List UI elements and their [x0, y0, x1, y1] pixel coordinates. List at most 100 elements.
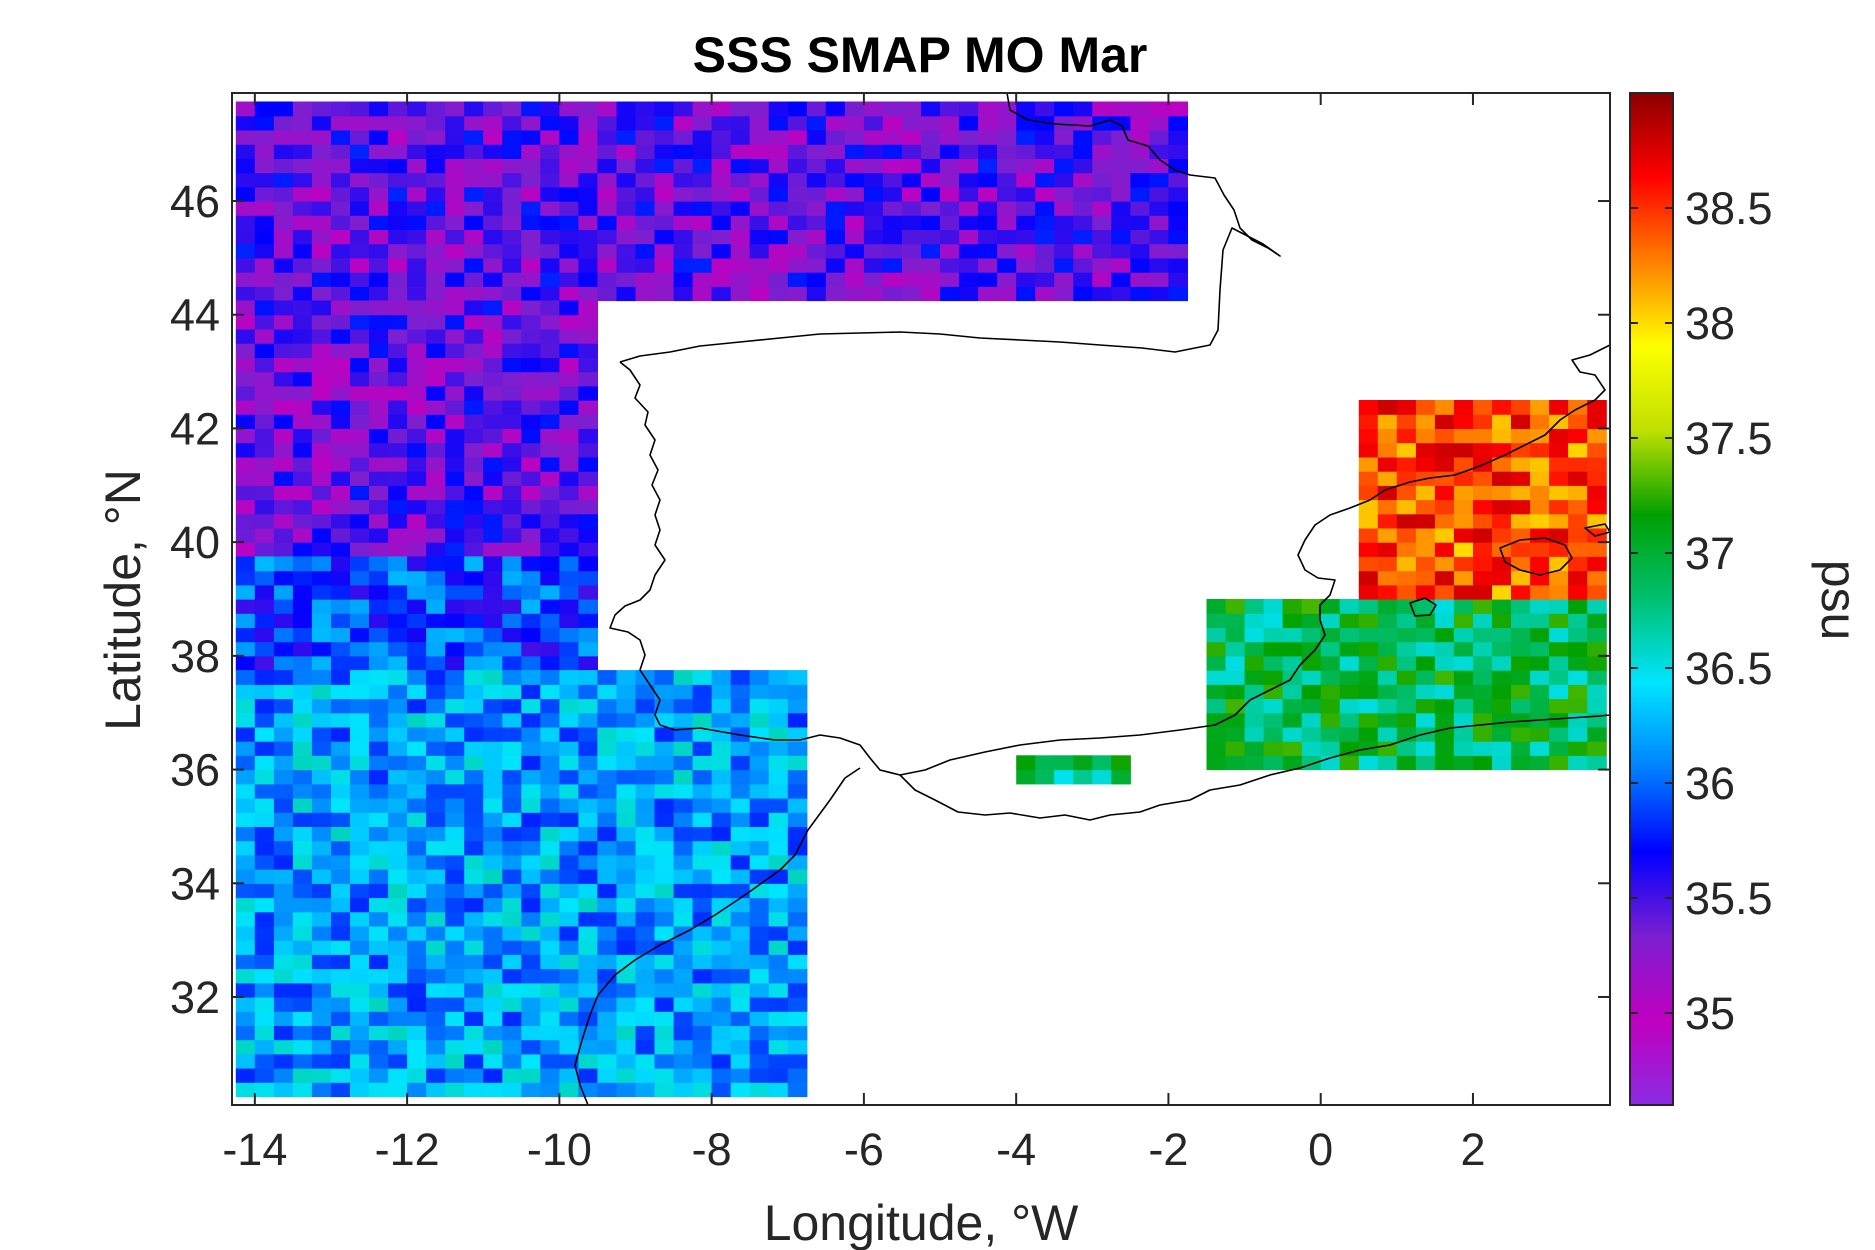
heatmap-cell: [863, 229, 884, 245]
heatmap-cell: [273, 584, 294, 600]
heatmap-cell: [1453, 556, 1474, 572]
heatmap-cell: [1549, 542, 1569, 557]
heatmap-cell: [1320, 613, 1341, 628]
heatmap-cell: [1511, 542, 1531, 557]
heatmap-cell: [350, 513, 370, 529]
heatmap-cell: [768, 684, 789, 700]
heatmap-cell: [559, 741, 579, 756]
heatmap-cell: [578, 613, 598, 628]
heatmap-cell: [407, 314, 427, 330]
heatmap-cell: [559, 599, 579, 614]
heatmap-cell: [388, 627, 408, 643]
heatmap-cell: [502, 726, 522, 742]
heatmap-cell: [1396, 712, 1417, 728]
heatmap-cell: [1073, 115, 1093, 131]
heatmap-cell: [711, 272, 732, 287]
heatmap-cell: [331, 1025, 351, 1041]
heatmap-cell: [502, 499, 522, 515]
heatmap-cell: [445, 613, 465, 628]
heatmap-cell: [521, 527, 541, 543]
heatmap-cell: [730, 812, 751, 827]
heatmap-cell: [1377, 755, 1398, 771]
heatmap-cell: [445, 883, 465, 899]
heatmap-cell: [882, 101, 903, 117]
heatmap-cell: [388, 328, 408, 344]
heatmap-cell: [1434, 513, 1455, 529]
heatmap-cell: [1587, 698, 1607, 714]
heatmap-cell: [1434, 698, 1455, 714]
heatmap-cell: [1092, 257, 1112, 273]
heatmap-cell: [521, 130, 541, 145]
heatmap-cell: [730, 1082, 751, 1098]
heatmap-cell: [483, 286, 503, 302]
heatmap-cell: [806, 130, 827, 145]
heatmap-cell: [768, 1068, 789, 1083]
heatmap-cell: [1492, 584, 1512, 600]
heatmap-cell: [1473, 570, 1493, 586]
heatmap-cell: [331, 400, 351, 415]
heatmap-cell: [1301, 726, 1322, 742]
heatmap-cell: [711, 243, 732, 259]
heatmap-cell: [254, 726, 275, 742]
heatmap-cell: [1453, 542, 1474, 557]
heatmap-cell: [921, 144, 941, 159]
heatmap-cell: [464, 940, 484, 955]
heatmap-cell: [1035, 158, 1055, 174]
heatmap-cell: [388, 400, 408, 415]
heatmap-cell: [1549, 499, 1569, 515]
heatmap-cell: [1016, 115, 1036, 131]
heatmap-cell: [1225, 627, 1246, 643]
heatmap-cell: [502, 442, 522, 458]
heatmap-cell: [331, 698, 351, 714]
heatmap-cell: [1320, 712, 1341, 728]
heatmap-cell: [540, 712, 560, 728]
heatmap-cell: [273, 627, 294, 643]
heatmap-cell: [1054, 769, 1074, 785]
heatmap-cell: [502, 243, 522, 259]
heatmap-cell: [540, 1039, 560, 1055]
heatmap-cell: [254, 755, 275, 771]
heatmap-cell: [1225, 613, 1246, 628]
heatmap-cell: [597, 186, 617, 202]
heatmap-cell: [369, 229, 389, 245]
heatmap-cell: [635, 1011, 656, 1026]
heatmap-cell: [445, 471, 465, 486]
heatmap-cell: [350, 712, 370, 728]
heatmap-cell: [559, 911, 579, 927]
heatmap-cell: [806, 272, 827, 287]
heatmap-cell: [997, 172, 1017, 188]
heatmap-cell: [559, 826, 579, 842]
heatmap-cell: [1168, 201, 1188, 216]
heatmap-cell: [559, 101, 579, 117]
heatmap-cell: [388, 556, 408, 572]
heatmap-cell: [654, 172, 675, 188]
heatmap-cell: [1549, 613, 1569, 628]
heatmap-cell: [388, 997, 408, 1012]
heatmap-cell: [311, 115, 332, 131]
heatmap-cell: [235, 400, 256, 415]
heatmap-cell: [464, 968, 484, 984]
heatmap-cell: [331, 556, 351, 572]
heatmap-cell: [921, 243, 941, 259]
heatmap-cell: [825, 257, 846, 273]
heatmap-cell: [1492, 712, 1512, 728]
heatmap-cell: [1092, 172, 1112, 188]
heatmap-cell: [1016, 186, 1036, 202]
heatmap-cell: [730, 229, 751, 245]
heatmap-cell: [711, 755, 732, 771]
heatmap-cell: [464, 186, 484, 202]
heatmap-cell: [311, 314, 332, 330]
heatmap-cell: [768, 158, 789, 174]
heatmap-cell: [273, 968, 294, 984]
heatmap-cell: [521, 982, 541, 998]
heatmap-cell: [350, 812, 370, 827]
heatmap-cell: [445, 186, 465, 202]
heatmap-cell: [559, 314, 579, 330]
heatmap-cell: [1492, 527, 1512, 543]
heatmap-cell: [292, 599, 313, 614]
heatmap-cell: [273, 925, 294, 941]
heatmap-cell: [350, 826, 370, 842]
heatmap-cell: [1473, 428, 1493, 444]
heatmap-cell: [635, 982, 656, 998]
heatmap-cell: [711, 826, 732, 842]
